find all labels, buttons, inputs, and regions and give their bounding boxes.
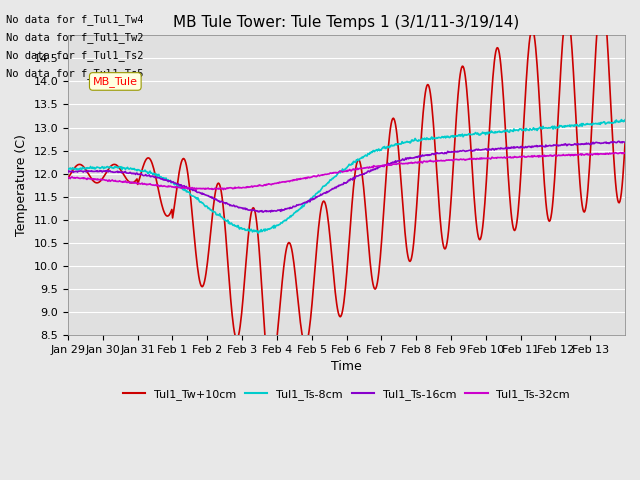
Title: MB Tule Tower: Tule Temps 1 (3/1/11-3/19/14): MB Tule Tower: Tule Temps 1 (3/1/11-3/19…: [173, 15, 520, 30]
Text: No data for f_Tul1_Tw2: No data for f_Tul1_Tw2: [6, 32, 144, 43]
Text: No data for f_Tul1_Ts5: No data for f_Tul1_Ts5: [6, 68, 144, 79]
X-axis label: Time: Time: [331, 360, 362, 373]
Legend: Tul1_Tw+10cm, Tul1_Ts-8cm, Tul1_Ts-16cm, Tul1_Ts-32cm: Tul1_Tw+10cm, Tul1_Ts-8cm, Tul1_Ts-16cm,…: [118, 384, 575, 404]
Text: No data for f_Tul1_Tw4: No data for f_Tul1_Tw4: [6, 13, 144, 24]
Y-axis label: Temperature (C): Temperature (C): [15, 134, 28, 236]
Text: No data for f_Tul1_Ts2: No data for f_Tul1_Ts2: [6, 50, 144, 61]
Text: MB_Tule: MB_Tule: [93, 76, 138, 87]
